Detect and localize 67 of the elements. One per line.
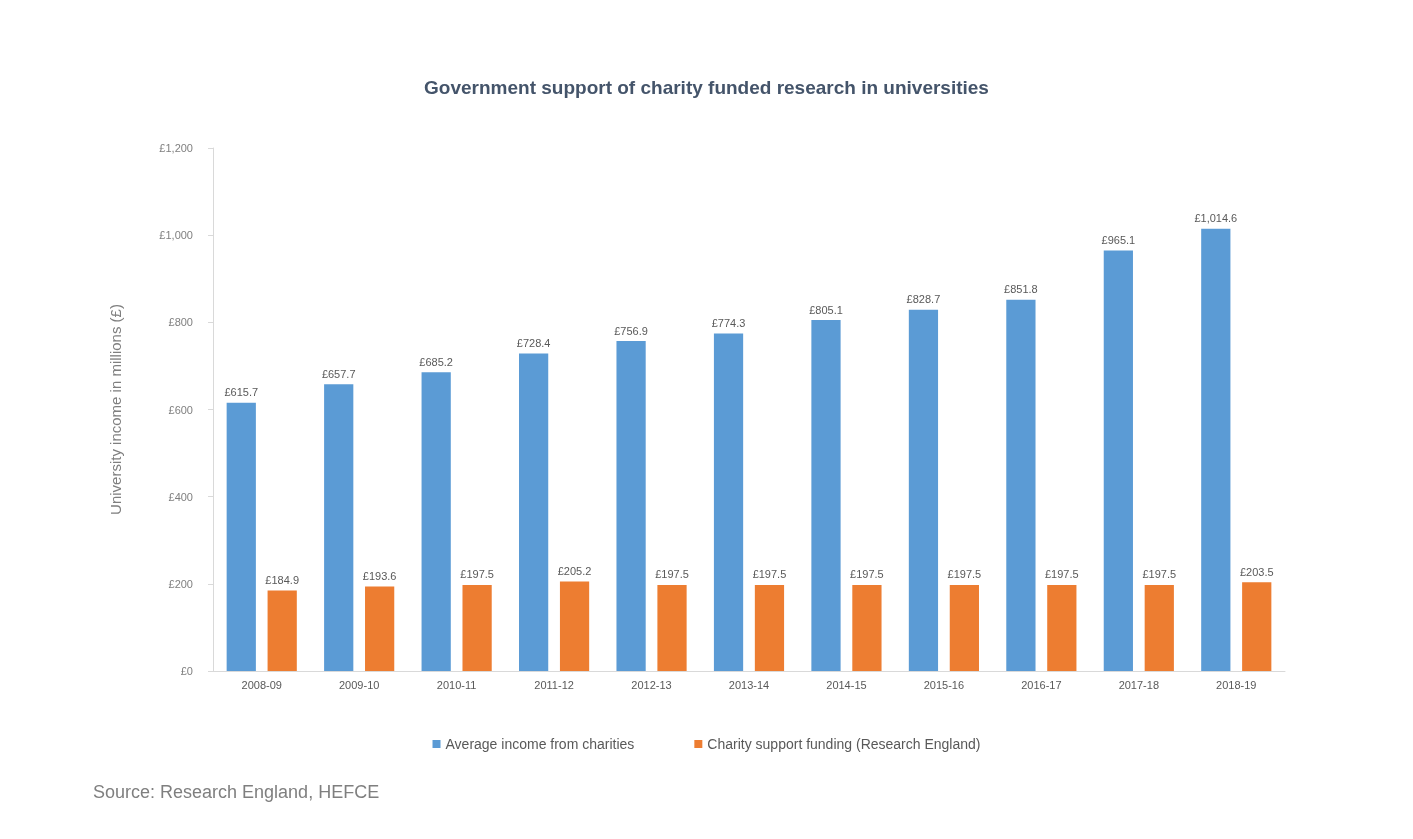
data-label: £805.1	[809, 303, 843, 316]
chart-title: Government support of charity funded research in universities	[424, 77, 989, 98]
data-label: £197.5	[655, 568, 689, 581]
data-label: £1,014.6	[1194, 212, 1238, 225]
bar	[519, 353, 549, 671]
x-tick-label: 2013-14	[728, 678, 770, 691]
x-tick-label: 2011-12	[534, 678, 574, 691]
bar	[908, 309, 939, 671]
y-tick-label: £800	[168, 316, 193, 329]
y-tick-label: £600	[168, 403, 193, 416]
data-label: £197.5	[947, 568, 982, 581]
source-note: Source: Research England, HEFCE	[93, 782, 380, 802]
legend-label: Charity support funding (Research England)	[707, 736, 981, 752]
data-label: £197.5	[1045, 568, 1079, 581]
bar	[811, 320, 841, 671]
y-tick-label: £200	[168, 577, 193, 590]
bar	[657, 584, 687, 671]
x-tick-label: 2008-09	[241, 678, 282, 691]
bar	[1047, 584, 1077, 671]
data-label: £205.2	[557, 565, 592, 578]
data-label: £657.7	[321, 367, 356, 380]
bar	[365, 586, 395, 671]
legend-label: Average income from charities	[445, 736, 635, 752]
bar	[1144, 584, 1174, 671]
bar	[226, 402, 256, 671]
x-tick-label: 2010-11	[436, 678, 477, 691]
x-tick-label: 2009-10	[338, 678, 380, 691]
y-axis-title: University income in millions (£)	[107, 304, 124, 515]
x-tick-label: 2015-16	[923, 678, 965, 691]
bar	[949, 584, 979, 671]
y-tick-label: £0	[180, 665, 193, 677]
data-label: £197.5	[752, 568, 787, 581]
x-tick-label: 2016-17	[1021, 678, 1062, 691]
bar	[267, 590, 297, 671]
data-label: £828.7	[906, 293, 941, 306]
bar	[421, 372, 451, 671]
data-label: £197.5	[850, 568, 884, 581]
bar	[1242, 582, 1272, 671]
data-label: £728.4	[516, 337, 551, 350]
data-label: £685.2	[419, 355, 453, 368]
y-tick-label: £400	[168, 490, 193, 503]
data-label: £615.7	[224, 386, 259, 399]
x-tick-label: 2017-18	[1118, 678, 1160, 691]
data-label: £193.6	[362, 570, 397, 583]
data-label: £774.3	[711, 317, 746, 330]
bar	[754, 584, 785, 671]
x-tick-label: 2014-15	[826, 678, 867, 691]
data-label: £197.5	[1142, 568, 1177, 581]
y-tick-label: £1,000	[159, 229, 193, 242]
bar	[462, 584, 492, 671]
bar	[324, 384, 354, 671]
data-label: £756.9	[614, 324, 648, 337]
data-label: £965.1	[1101, 233, 1136, 246]
data-label: £851.8	[1004, 283, 1038, 296]
x-tick-label: 2018-19	[1216, 678, 1257, 691]
bar	[1006, 299, 1036, 671]
bar	[852, 584, 882, 671]
y-tick-label: £1,200	[159, 142, 193, 154]
bar	[1201, 228, 1231, 671]
x-tick-label: 2012-13	[631, 678, 672, 691]
data-label: £184.9	[265, 573, 300, 586]
data-label: £197.5	[460, 568, 494, 581]
bar	[616, 341, 646, 671]
bar	[559, 581, 590, 671]
bar	[1103, 250, 1133, 671]
bar	[713, 333, 744, 671]
data-label: £203.5	[1239, 565, 1274, 578]
